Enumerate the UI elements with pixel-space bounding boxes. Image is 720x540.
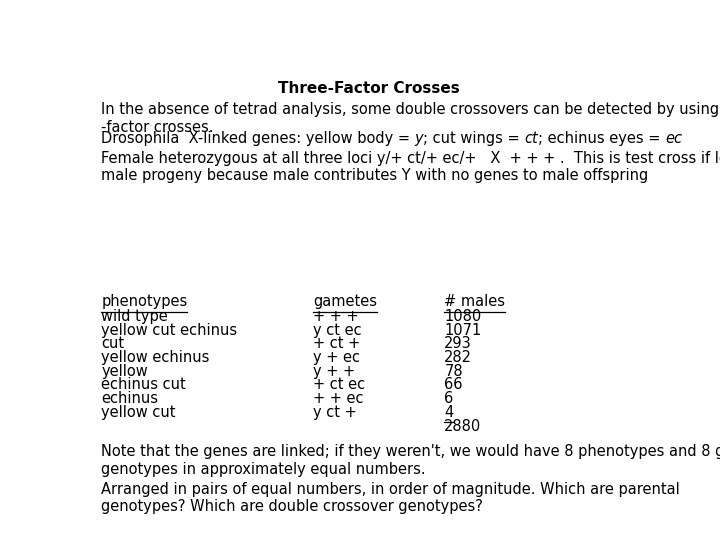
- Text: Drosophila  X-linked genes: yellow body =: Drosophila X-linked genes: yellow body =: [101, 131, 415, 146]
- Text: 1080: 1080: [444, 309, 482, 324]
- Text: In the absence of tetrad analysis, some double crossovers can be detected by usi: In the absence of tetrad analysis, some …: [101, 102, 720, 134]
- Text: + ct +: + ct +: [313, 336, 361, 352]
- Text: gametes: gametes: [313, 294, 377, 309]
- Text: 282: 282: [444, 350, 472, 365]
- Text: yellow: yellow: [101, 364, 148, 379]
- Text: Arranged in pairs of equal numbers, in order of magnitude. Which are parental
ge: Arranged in pairs of equal numbers, in o…: [101, 482, 680, 514]
- Text: 4: 4: [444, 405, 454, 420]
- Text: 293: 293: [444, 336, 472, 352]
- Text: ec: ec: [665, 131, 683, 146]
- Text: 1071: 1071: [444, 322, 482, 338]
- Text: + ct ec: + ct ec: [313, 377, 365, 393]
- Text: echinus: echinus: [101, 391, 158, 406]
- Text: 66: 66: [444, 377, 463, 393]
- Text: # males: # males: [444, 294, 505, 309]
- Text: + + +: + + +: [313, 309, 359, 324]
- Text: 6: 6: [444, 391, 454, 406]
- Text: + + ec: + + ec: [313, 391, 364, 406]
- Text: y ct ec: y ct ec: [313, 322, 362, 338]
- Text: ; echinus eyes =: ; echinus eyes =: [539, 131, 665, 146]
- Text: yellow echinus: yellow echinus: [101, 350, 210, 365]
- Text: Female heterozygous at all three loci y/+ ct/+ ec/+   X  + + + .  This is test c: Female heterozygous at all three loci y/…: [101, 151, 720, 183]
- Text: wild type: wild type: [101, 309, 168, 324]
- Text: y ct +: y ct +: [313, 405, 357, 420]
- Text: ct: ct: [525, 131, 539, 146]
- Text: 78: 78: [444, 364, 463, 379]
- Text: 2880: 2880: [444, 418, 482, 434]
- Text: echinus cut: echinus cut: [101, 377, 186, 393]
- Text: cut: cut: [101, 336, 125, 352]
- Text: Note that the genes are linked; if they weren't, we would have 8 phenotypes and : Note that the genes are linked; if they …: [101, 444, 720, 477]
- Text: phenotypes: phenotypes: [101, 294, 187, 309]
- Text: y + +: y + +: [313, 364, 356, 379]
- Text: yellow cut: yellow cut: [101, 405, 176, 420]
- Text: y + ec: y + ec: [313, 350, 360, 365]
- Text: y: y: [415, 131, 423, 146]
- Text: yellow cut echinus: yellow cut echinus: [101, 322, 238, 338]
- Text: ; cut wings =: ; cut wings =: [423, 131, 525, 146]
- Text: Three-Factor Crosses: Three-Factor Crosses: [278, 80, 460, 96]
